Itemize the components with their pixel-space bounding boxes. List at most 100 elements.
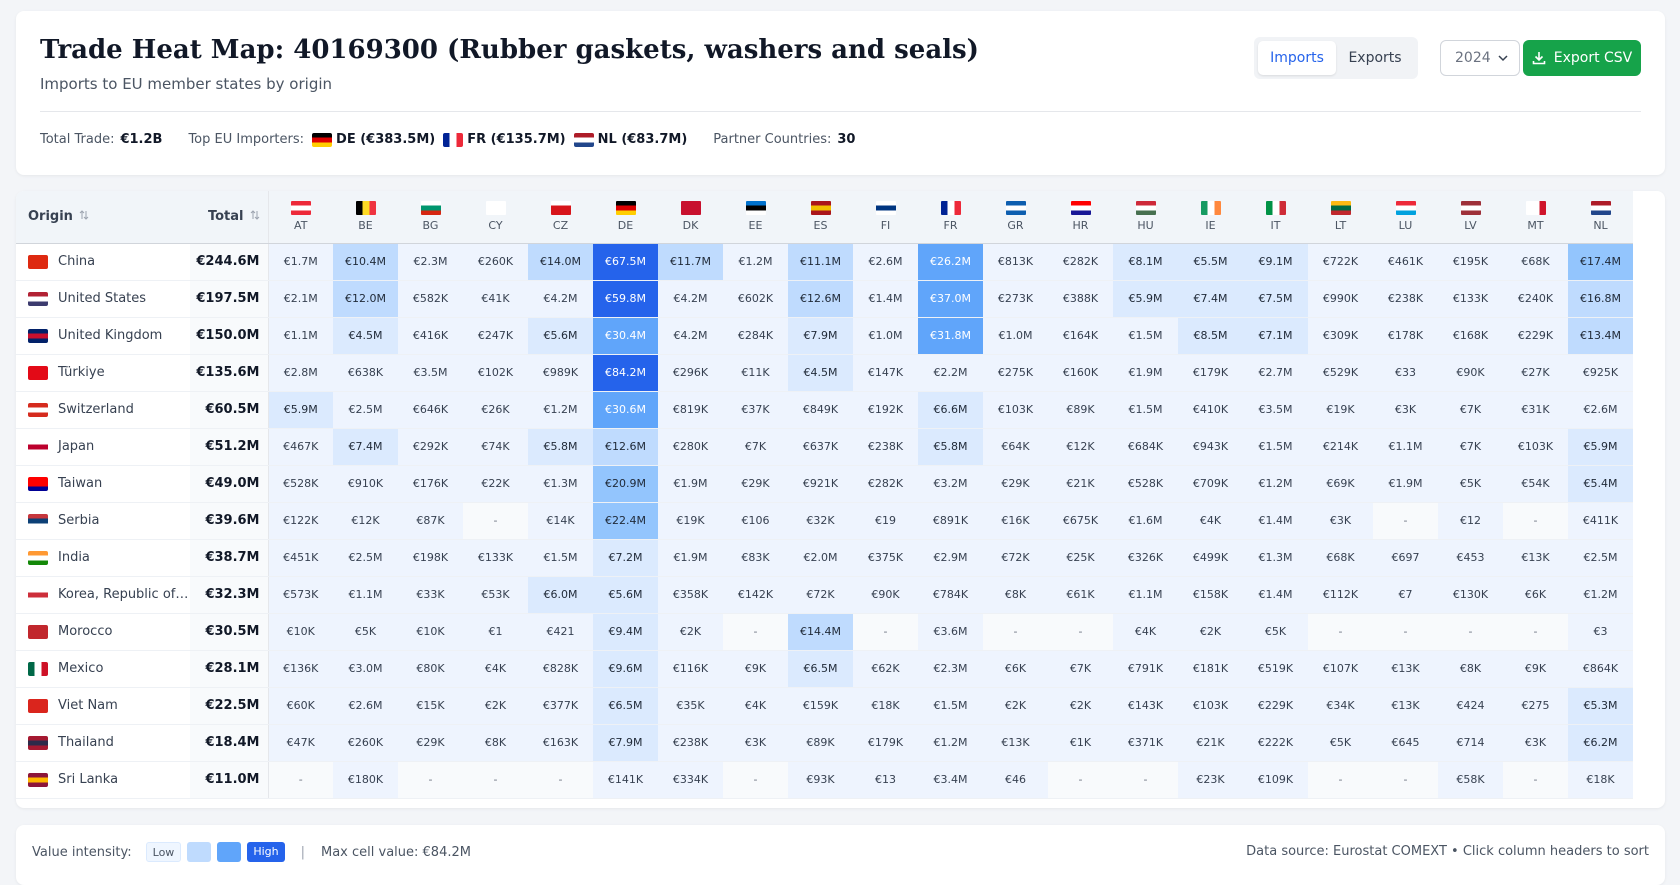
- country-header[interactable]: HR: [1048, 191, 1113, 244]
- flag-icon: [28, 624, 48, 639]
- exports-tab[interactable]: Exports: [1348, 50, 1402, 66]
- heat-cell: €709K: [1178, 465, 1243, 503]
- total-header[interactable]: Total: [190, 191, 269, 244]
- country-header[interactable]: LV: [1438, 191, 1503, 244]
- heat-cell: €10K: [398, 613, 463, 651]
- country-header[interactable]: CZ: [528, 191, 593, 244]
- country-header[interactable]: ES: [788, 191, 853, 244]
- country-header[interactable]: BE: [333, 191, 398, 244]
- year: 2024: [1455, 50, 1491, 66]
- heat-cell: €20.9M: [593, 465, 658, 503]
- heat-cell: €1.5M: [918, 687, 983, 725]
- country-header[interactable]: AT: [268, 191, 333, 244]
- heat-cell: €9.1M: [1243, 243, 1308, 281]
- country-header[interactable]: HU: [1113, 191, 1178, 244]
- heat-cell: -: [1048, 613, 1113, 651]
- heat-cell: €11.1M: [788, 243, 853, 281]
- country-header[interactable]: LT: [1308, 191, 1373, 244]
- heat-cell: €41K: [463, 280, 528, 318]
- heat-cell: €158K: [1178, 576, 1243, 614]
- heat-cell: €14.4M: [788, 613, 853, 651]
- origin-name: Thailand: [58, 735, 114, 750]
- country-code: LT: [1334, 219, 1347, 233]
- heat-cell: €4K: [723, 687, 788, 725]
- heat-cell: €164K: [1048, 317, 1113, 355]
- country-code: BE: [358, 219, 373, 233]
- heat-cell: -: [1503, 502, 1568, 540]
- country-header[interactable]: GR: [983, 191, 1048, 244]
- flag-icon: [28, 402, 48, 417]
- heat-cell: €2.5M: [333, 539, 398, 577]
- country-header[interactable]: CY: [463, 191, 528, 244]
- heat-cell: €168K: [1438, 317, 1503, 355]
- heat-cell: €84.2M: [593, 354, 658, 392]
- max-value: Max cell value: €84.2M: [321, 844, 471, 860]
- export-button[interactable]: Export CSV: [1523, 40, 1641, 76]
- country-header[interactable]: EE: [723, 191, 788, 244]
- heat-cell: €12.6M: [788, 280, 853, 318]
- heat-cell: €18K: [853, 687, 918, 725]
- heat-cell: €1.3M: [528, 465, 593, 503]
- heat-cell: €529K: [1308, 354, 1373, 392]
- heat-cell: -: [723, 613, 788, 651]
- top-importer: NL (€83.7M): [597, 132, 688, 147]
- heat-cell: €12.0M: [333, 280, 398, 318]
- heat-cell: €910K: [333, 465, 398, 503]
- heat-cell: -: [1438, 613, 1503, 651]
- heat-cell: €37K: [723, 391, 788, 429]
- country-header[interactable]: FR: [918, 191, 983, 244]
- heat-cell: €29K: [983, 465, 1048, 503]
- heat-cell: €163K: [528, 724, 593, 762]
- year-select[interactable]: 2024: [1440, 40, 1520, 76]
- country-header[interactable]: MT: [1503, 191, 1568, 244]
- country-header[interactable]: FI: [853, 191, 918, 244]
- origin-header[interactable]: Origin: [16, 191, 190, 244]
- heat-cell: €180K: [333, 761, 398, 799]
- country-header[interactable]: IT: [1243, 191, 1308, 244]
- heat-cell: €296K: [658, 354, 723, 392]
- total-cell: €60.5M: [190, 391, 269, 429]
- total-value: €1.2B: [120, 132, 163, 147]
- heat-cell: €22K: [463, 465, 528, 503]
- heat-cell: -: [1113, 761, 1178, 799]
- country-header[interactable]: NL: [1568, 191, 1633, 244]
- heat-cell: €421: [528, 613, 593, 651]
- heat-table-card: Origin Total AT BE BG CY CZ DE DK EE ES FI FR GR HR HU I…: [16, 191, 1665, 808]
- heat-cell: €107K: [1308, 650, 1373, 688]
- heat-cell: €5K: [1308, 724, 1373, 762]
- heat-cell: €222K: [1243, 724, 1308, 762]
- top-label: Top EU Importers:: [188, 132, 305, 147]
- total-cell: €49.0M: [190, 465, 269, 503]
- flag-icon: [1395, 201, 1416, 216]
- origin-cell: United Kingdom: [16, 317, 190, 355]
- heat-cell: €18K: [1568, 761, 1633, 799]
- total-cell: €51.2M: [190, 428, 269, 466]
- heat-cell: €58K: [1438, 761, 1503, 799]
- heat-cell: €72K: [788, 576, 853, 614]
- row: Japan €51.2M €467K €7.4M €292K €74K €5.8M €12.6…: [16, 428, 1633, 466]
- heat-cell: €4.2M: [528, 280, 593, 318]
- origin-cell: Taiwan: [16, 465, 190, 503]
- heat-cell: €90K: [1438, 354, 1503, 392]
- imports-tab[interactable]: Imports: [1258, 41, 1336, 75]
- row: United States €197.5M €2.1M €12.0M €582K €41K…: [16, 280, 1633, 318]
- country-header[interactable]: DK: [658, 191, 723, 244]
- flag-icon: [28, 550, 48, 565]
- divider: [40, 111, 1641, 112]
- country-header[interactable]: LU: [1373, 191, 1438, 244]
- heat-cell: €47K: [268, 724, 333, 762]
- heat-cell: €4.5M: [788, 354, 853, 392]
- sort-icon: [79, 210, 89, 220]
- row: China €244.6M €1.7M €10.4M €2.3M €260K €14.0M €…: [16, 243, 1633, 281]
- heat-cell: €260K: [333, 724, 398, 762]
- country-header[interactable]: BG: [398, 191, 463, 244]
- heat-cell: -: [268, 761, 333, 799]
- country-header[interactable]: DE: [593, 191, 658, 244]
- heat-cell: €573K: [268, 576, 333, 614]
- flag-icon: [312, 132, 333, 147]
- heat-cell: €11K: [723, 354, 788, 392]
- heat-cell: €411K: [1568, 502, 1633, 540]
- country-header[interactable]: IE: [1178, 191, 1243, 244]
- heat-cell: €1.5M: [528, 539, 593, 577]
- origin-name: Japan: [58, 439, 95, 454]
